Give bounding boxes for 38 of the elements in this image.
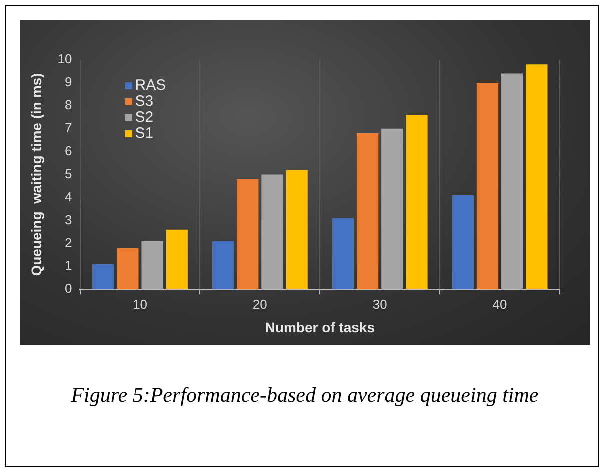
bar	[262, 174, 284, 290]
bar	[356, 133, 379, 290]
bar	[452, 195, 474, 290]
bar	[92, 264, 114, 290]
bar	[117, 248, 139, 290]
bar	[237, 179, 259, 290]
x-tick-label: 10	[132, 296, 148, 312]
y-tick-label: 10	[58, 52, 72, 67]
caption: Figure 5:Performance-based on average queueing time	[70, 382, 540, 409]
x-axis-title: Number of tasks	[265, 319, 376, 336]
legend-label: S2	[135, 109, 154, 126]
x-tick-label: 20	[252, 296, 268, 312]
y-tick-label: 1	[65, 258, 72, 274]
x-tick-label: 40	[492, 296, 508, 312]
legend-label: S1	[135, 125, 154, 142]
x-tick-label: 30	[372, 296, 388, 312]
y-tick-label: 3	[65, 212, 72, 228]
y-tick-label: 4	[65, 189, 72, 204]
bar	[142, 241, 164, 290]
bar	[476, 82, 499, 290]
bar	[286, 170, 308, 290]
bar	[406, 115, 428, 290]
bar	[212, 241, 234, 290]
y-tick-label: 6	[65, 143, 72, 158]
y-tick-label: 2	[65, 235, 72, 250]
bar	[526, 64, 548, 290]
y-tick-label: 5	[65, 166, 72, 182]
bar	[166, 230, 188, 290]
legend-label: S3	[135, 93, 154, 110]
y-tick-label: 0	[65, 281, 72, 296]
bar	[382, 128, 404, 290]
bar	[502, 74, 524, 290]
y-tick-label: 7	[65, 120, 72, 136]
bar	[332, 218, 354, 290]
y-axis-title: Queueing waiting time (in ms)	[28, 73, 44, 276]
y-tick-label: 9	[65, 74, 72, 90]
legend-label: RAS	[135, 77, 166, 94]
y-tick-label: 8	[65, 98, 72, 112]
